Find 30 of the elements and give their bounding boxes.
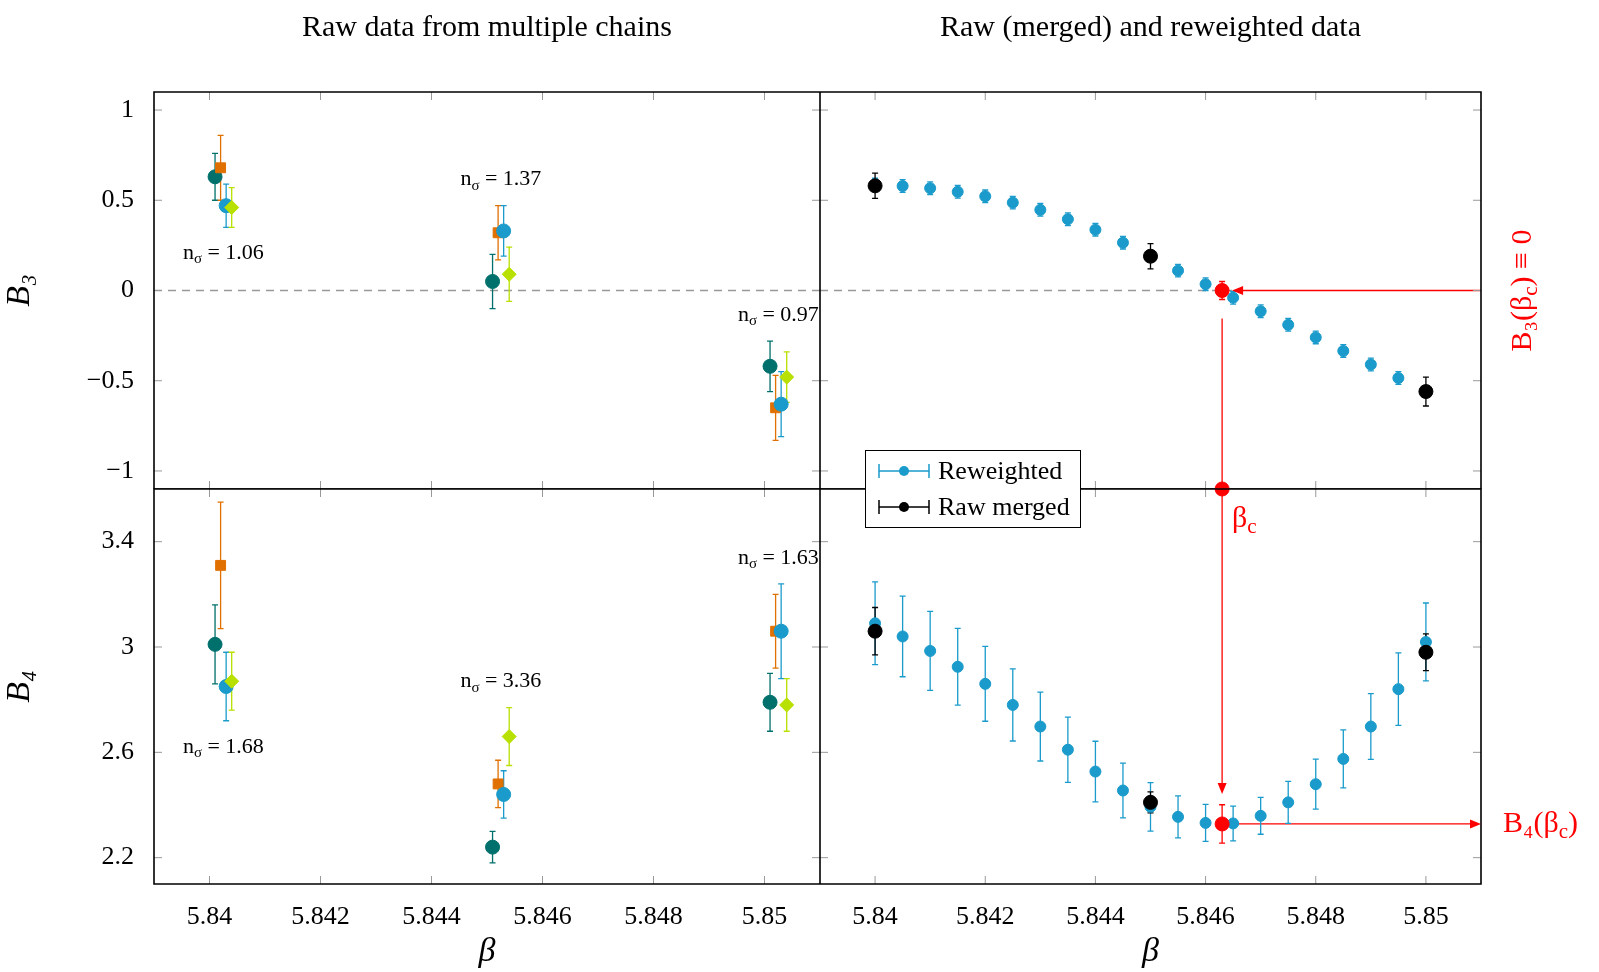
x-axis-title: β (477, 930, 496, 968)
x-tick-label: 5.84 (186, 901, 233, 931)
x-tick-label: 5.85 (741, 901, 788, 931)
x-tick-label: 5.848 (1286, 901, 1345, 931)
y-tick-label: 2.6 (101, 736, 134, 766)
x-tick-label: 5.848 (624, 901, 683, 931)
x-axis-title: β (1141, 930, 1160, 968)
x-tick-label: 5.846 (1176, 901, 1235, 931)
x-tick-label: 5.842 (291, 901, 350, 931)
y-tick-label: 3.4 (101, 525, 134, 555)
y-axis-title: B₃ (0, 274, 37, 307)
y-tick-label: −0.5 (86, 364, 134, 394)
y-tick-label: −1 (106, 454, 134, 484)
y-tick-label: 0 (121, 274, 134, 304)
y-axis-title: B₄ (0, 670, 37, 703)
x-tick-label: 5.85 (1403, 901, 1449, 931)
legend-label: Raw merged (938, 491, 1070, 523)
y-tick-label: 2.2 (101, 841, 134, 871)
legend-label: Reweighted (938, 455, 1063, 487)
x-tick-label: 5.842 (956, 901, 1015, 931)
x-tick-label: 5.84 (852, 901, 898, 931)
y-tick-label: 0.5 (101, 184, 134, 214)
y-tick-label: 1 (121, 93, 134, 123)
x-tick-label: 5.846 (513, 901, 572, 931)
x-tick-label: 5.844 (1066, 901, 1125, 931)
chart-title: Raw data from multiple chains (302, 8, 672, 42)
y-tick-label: 3 (121, 630, 134, 660)
ref-line-label: B₃(βc) ≡ 0 (1503, 229, 1542, 352)
chart-title: Raw (merged) and reweighted data (940, 8, 1361, 43)
x-tick-label: 5.844 (402, 901, 461, 931)
